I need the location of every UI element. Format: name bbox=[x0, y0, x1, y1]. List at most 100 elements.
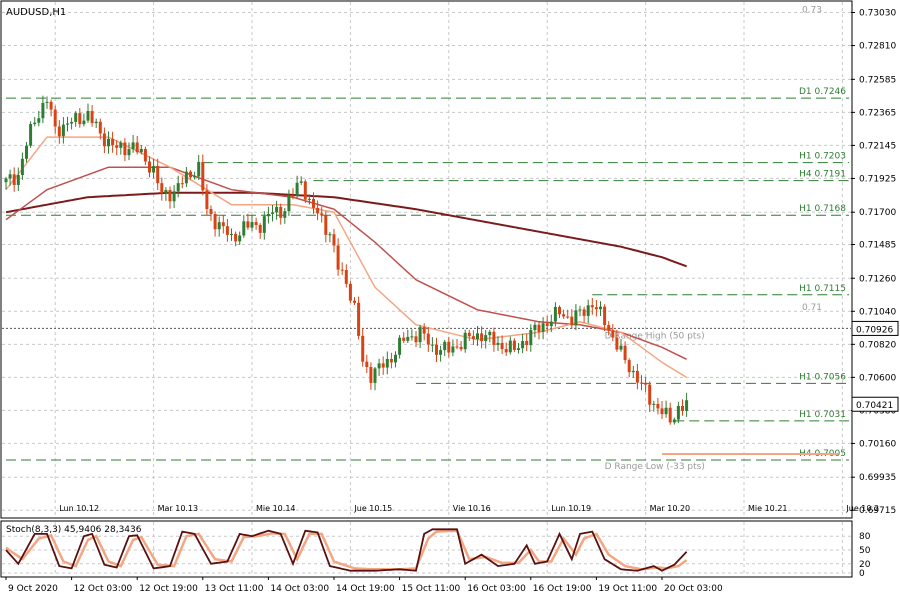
candle-body bbox=[652, 403, 656, 405]
candle-body bbox=[61, 124, 65, 137]
candle-body bbox=[619, 345, 623, 350]
candle-body bbox=[389, 358, 393, 363]
candle-body bbox=[82, 120, 86, 125]
candle-body bbox=[168, 190, 172, 202]
candle-body bbox=[467, 332, 471, 337]
candle-body bbox=[558, 306, 561, 315]
candle-body bbox=[447, 341, 451, 353]
candle-body bbox=[221, 222, 225, 227]
candle-body bbox=[279, 206, 283, 218]
candle-body bbox=[189, 171, 192, 178]
time-tick-label: 12 Oct 19:00 bbox=[139, 584, 198, 594]
price-tick-label: 0.73030 bbox=[859, 9, 896, 19]
candle-body bbox=[615, 337, 619, 350]
price-axis: 0.73030 0.72810 0.72585 0.72365 0.72145 0.719… bbox=[851, 9, 899, 579]
candle-body bbox=[361, 335, 365, 362]
stochastic-lines bbox=[5, 528, 688, 572]
candle-body bbox=[562, 314, 566, 317]
stoch-tick-label: 20 bbox=[859, 560, 871, 570]
day-label: Lun 10.12 bbox=[59, 504, 99, 513]
stochastic-label: Stoch(8,3,3) 45,9406 28,3436 bbox=[6, 525, 142, 535]
candle-body bbox=[635, 370, 639, 383]
candle-body bbox=[451, 346, 455, 353]
range-annotation: 0.71 bbox=[802, 303, 822, 313]
price-tick-label: 0.71040 bbox=[859, 307, 896, 317]
price-tick-label: 0.72585 bbox=[859, 75, 896, 85]
level-label: H1 0.7115 bbox=[799, 284, 846, 294]
candle-body bbox=[209, 209, 213, 215]
candle-body bbox=[439, 350, 443, 355]
candle-body bbox=[398, 337, 402, 355]
price-tick-label: 0.71700 bbox=[859, 208, 896, 218]
candle-body bbox=[500, 342, 504, 350]
candle-body bbox=[496, 342, 500, 345]
candle-body bbox=[250, 222, 254, 228]
candle-body bbox=[508, 340, 512, 353]
candle-body bbox=[340, 269, 344, 271]
candle-body bbox=[201, 161, 205, 191]
candle-body bbox=[70, 121, 74, 124]
ma-slow-line bbox=[5, 191, 687, 268]
candle-body bbox=[660, 408, 664, 415]
candle-body bbox=[4, 178, 8, 183]
stochastic-plot-area[interactable] bbox=[0, 520, 853, 578]
day-label: Jue 10.15 bbox=[353, 504, 392, 513]
time-tick-label: 14 Oct 03:00 bbox=[270, 584, 329, 594]
stoch-signal-line bbox=[5, 529, 688, 571]
candle-body bbox=[193, 176, 197, 178]
candle-body bbox=[184, 171, 188, 184]
candle-body bbox=[590, 305, 594, 308]
candle-body bbox=[307, 198, 311, 200]
candle-body bbox=[25, 145, 28, 159]
candle-body bbox=[504, 349, 508, 353]
day-label: Jue 10.2 bbox=[845, 504, 879, 513]
candle-body bbox=[180, 183, 184, 185]
candle-body bbox=[381, 363, 385, 368]
candle-body bbox=[640, 382, 643, 384]
current-price-tag-label: 0.70926 bbox=[856, 325, 893, 335]
stoch-tick-label: 0 bbox=[859, 569, 865, 579]
candle-body bbox=[578, 309, 582, 311]
candle-body bbox=[266, 213, 270, 217]
candle-body bbox=[41, 102, 45, 119]
candle-body bbox=[111, 138, 115, 146]
candle-body bbox=[492, 331, 496, 345]
stoch-tick-label: 50 bbox=[859, 546, 871, 556]
candle-body bbox=[332, 234, 336, 246]
price-tick-label: 0.71260 bbox=[859, 274, 896, 284]
candles bbox=[4, 95, 689, 425]
candle-body bbox=[430, 344, 434, 346]
candle-body bbox=[12, 174, 16, 186]
candle-body bbox=[316, 207, 320, 214]
candle-body bbox=[668, 407, 672, 423]
time-axis: 9 Oct 2020 12 Oct 03:00 12 Oct 19:00 13 Oct… bbox=[5, 577, 723, 594]
candle-body bbox=[623, 345, 627, 361]
candle-body bbox=[135, 142, 139, 153]
candle-body bbox=[262, 216, 266, 233]
candle-body bbox=[242, 221, 246, 236]
grid-lines: Lun 10.12 Mar 10.13 Mie 10.14 Jue 10.15 Vie … bbox=[2, 2, 879, 576]
candle-body bbox=[685, 400, 689, 411]
candle-body bbox=[139, 148, 143, 153]
candle-body bbox=[484, 335, 488, 342]
candle-body bbox=[644, 382, 648, 385]
candle-body bbox=[525, 341, 529, 346]
candle-body bbox=[627, 360, 631, 373]
candle-body bbox=[312, 198, 315, 208]
candle-body bbox=[156, 166, 160, 184]
candle-body bbox=[537, 324, 541, 332]
candle-body bbox=[512, 340, 516, 350]
level-lines: D1 0.7246 H1 0.7203 H4 0.7191 H1 0.7168 H1 0… bbox=[2, 6, 851, 472]
price-tick-label: 0.71485 bbox=[859, 240, 896, 250]
main-plot-area[interactable] bbox=[0, 0, 853, 519]
candle-body bbox=[394, 354, 397, 363]
candle-body bbox=[344, 270, 348, 284]
price-tick-label: 0.70820 bbox=[859, 340, 896, 350]
price-tick-label: 0.72810 bbox=[859, 42, 896, 52]
candle-body bbox=[107, 138, 110, 147]
time-tick-label: 12 Oct 03:00 bbox=[74, 584, 133, 594]
candle-body bbox=[414, 336, 418, 343]
current-price-tag-box bbox=[851, 320, 899, 336]
candle-body bbox=[607, 325, 611, 331]
